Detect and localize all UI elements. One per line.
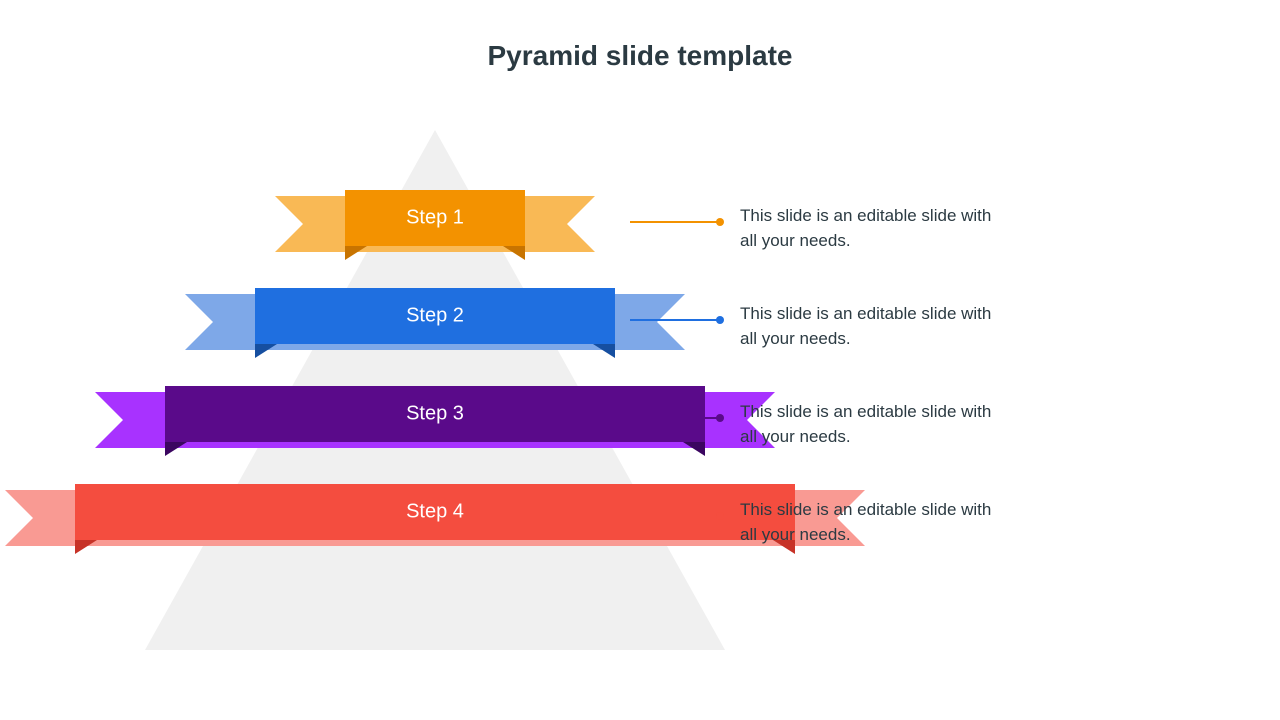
step-description: This slide is an editable slide with all…: [740, 498, 1000, 547]
page-title: Pyramid slide template: [0, 40, 1280, 72]
pyramid-stage: Step 1 Step 2 Step 3 Step 4 This slide is a…: [0, 120, 1280, 680]
step-description: This slide is an editable slide with all…: [740, 204, 1000, 253]
pyramid-svg: Step 1 Step 2 Step 3 Step 4: [0, 120, 1280, 680]
step-label: Step 2: [406, 304, 464, 326]
step-label: Step 4: [406, 500, 464, 522]
step-description: This slide is an editable slide with all…: [740, 400, 1000, 449]
step-label: Step 3: [406, 402, 464, 424]
step-label: Step 1: [406, 206, 464, 228]
step-description: This slide is an editable slide with all…: [740, 302, 1000, 351]
